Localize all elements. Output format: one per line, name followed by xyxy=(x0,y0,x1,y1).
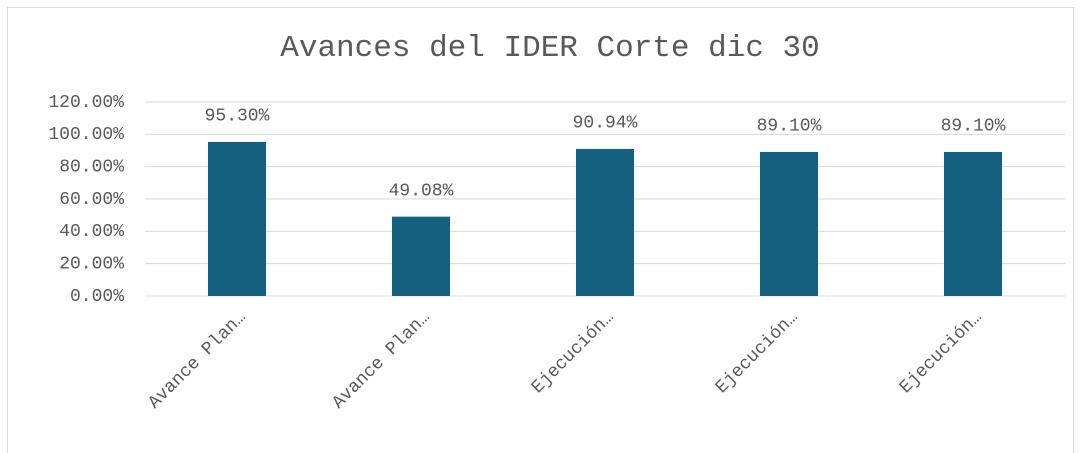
data-label: 89.10% xyxy=(941,117,1006,137)
data-label: 90.94% xyxy=(573,114,638,134)
data-label: 89.10% xyxy=(757,117,822,137)
chart-title: Avances del IDER Corte dic 30 xyxy=(280,31,820,66)
y-tick-label: 120.00% xyxy=(48,93,124,113)
y-tick-label: 80.00% xyxy=(59,157,124,177)
data-label: 95.30% xyxy=(205,107,270,127)
bar xyxy=(576,148,634,296)
y-tick-label: 40.00% xyxy=(59,222,124,242)
y-tick-label: 0.00% xyxy=(70,287,124,307)
bar xyxy=(944,151,1002,296)
bar xyxy=(208,141,266,296)
y-tick-label: 100.00% xyxy=(48,125,124,145)
bar xyxy=(760,151,818,296)
data-label: 49.08% xyxy=(389,181,454,201)
bar xyxy=(392,216,450,296)
chart-border xyxy=(7,7,1074,453)
y-tick-label: 20.00% xyxy=(59,254,124,274)
y-tick-label: 60.00% xyxy=(59,190,124,210)
